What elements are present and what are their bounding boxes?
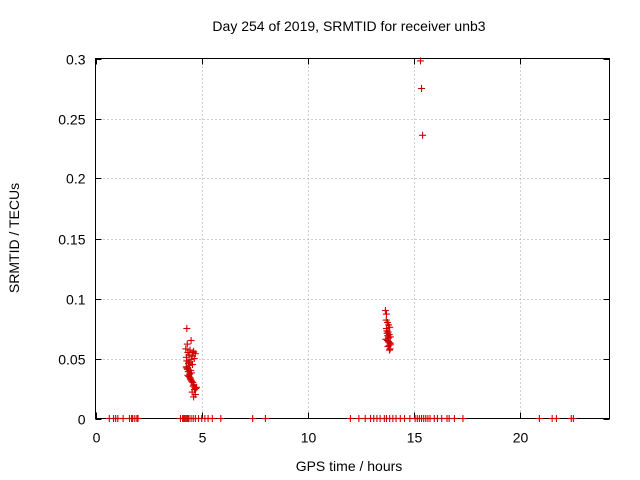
data-point	[187, 337, 195, 344]
data-point	[382, 310, 390, 318]
y-tick-label: 0.2	[66, 171, 86, 187]
data-point	[382, 316, 390, 324]
y-tick-label: 0	[78, 412, 86, 428]
y-axis-label: SRMTID / TECUs	[6, 183, 22, 293]
data-point	[249, 415, 257, 422]
axis-ticks: 0 5 10 15 20 0 0.05 0.1 0.15 0.2 0.25 0.3	[58, 52, 610, 446]
x-tick-label: 0	[93, 430, 101, 446]
x-axis-label: GPS time / hours	[296, 458, 403, 474]
data-point	[192, 383, 200, 391]
data-point	[381, 307, 389, 314]
data-point	[217, 415, 225, 422]
data-point	[189, 382, 197, 390]
data-point	[186, 370, 194, 378]
y-tick-label: 0.3	[66, 52, 86, 68]
data-point	[190, 355, 198, 362]
data-point	[382, 325, 390, 332]
data-point	[190, 393, 198, 401]
data-point	[535, 415, 543, 422]
chart-title: Day 254 of 2019, SRMTID for receiver unb…	[212, 18, 485, 34]
y-tick-label: 0.25	[58, 112, 85, 128]
y-tick-label: 0.05	[58, 352, 85, 368]
x-tick-label: 5	[199, 430, 207, 446]
data-point	[346, 415, 354, 422]
data-point	[459, 415, 467, 422]
data-point	[183, 325, 191, 332]
data-point	[182, 345, 190, 353]
data-point	[187, 356, 195, 364]
data-point	[134, 415, 142, 422]
data-point	[188, 377, 196, 385]
data-point	[384, 334, 392, 342]
data-point	[191, 350, 199, 358]
data-point	[418, 85, 426, 92]
data-point	[419, 131, 427, 139]
x-tick-label: 10	[301, 430, 317, 446]
data-point	[552, 415, 560, 422]
grid-lines	[95, 58, 610, 419]
data-point	[569, 415, 577, 422]
data-point	[183, 364, 191, 372]
y-tick-label: 0.1	[66, 292, 86, 308]
data-point	[416, 57, 424, 65]
data-point	[119, 415, 127, 422]
data-point	[183, 340, 191, 348]
data-point	[450, 415, 458, 422]
x-tick-label: 20	[513, 430, 529, 446]
x-tick-label: 15	[407, 430, 423, 446]
data-point	[261, 415, 269, 422]
y-tick-label: 0.15	[58, 232, 85, 248]
data-point	[355, 415, 363, 422]
data-point	[208, 415, 216, 422]
data-point	[383, 329, 391, 337]
plot-frame	[95, 58, 610, 419]
data-points	[105, 57, 577, 422]
data-point	[386, 345, 394, 353]
data-point	[385, 341, 393, 349]
data-point	[386, 323, 394, 331]
